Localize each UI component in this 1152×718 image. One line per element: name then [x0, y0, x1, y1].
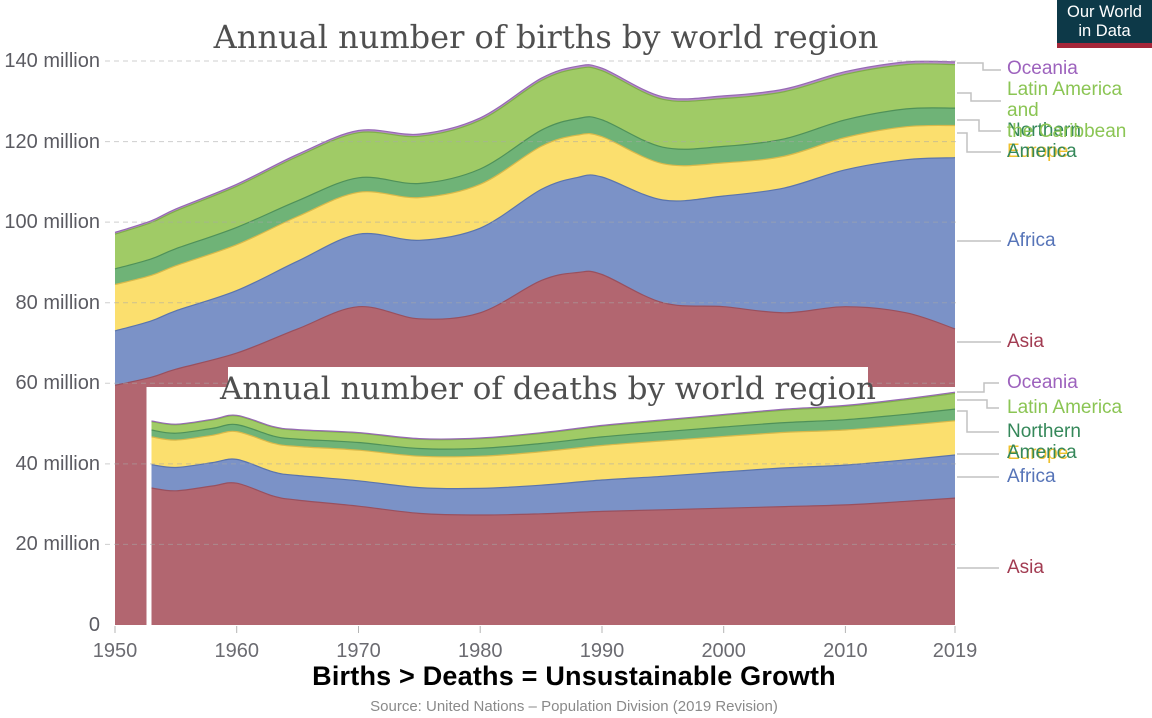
- legend-deaths-oceania[interactable]: Oceania: [1007, 372, 1078, 393]
- gridlines: [105, 60, 957, 545]
- deaths-boundary-africa: [151, 454, 956, 490]
- y-tick-label-120: 120 million: [4, 130, 100, 153]
- births-legend-connector-namerica: [957, 119, 1001, 132]
- x-tick-label-1980: 1980: [457, 640, 503, 662]
- deaths-boundary-europe: [151, 420, 956, 458]
- deaths-boundary-asia: [151, 482, 956, 516]
- births-area-namerica[interactable]: [115, 107, 955, 285]
- deaths-chart-title: Annual number of deaths by world region: [220, 371, 876, 407]
- legend-deaths-africa[interactable]: Africa: [1007, 466, 1056, 487]
- deaths-legend-connector-oceania: [957, 382, 999, 393]
- deaths-area-latam[interactable]: [151, 393, 956, 450]
- deaths-legend-connector-namerica: [957, 410, 999, 433]
- y-tick-label-0: 0: [88, 614, 100, 636]
- deaths-area-namerica[interactable]: [151, 409, 956, 457]
- births-boundary-europe: [114, 124, 956, 286]
- births-area-africa[interactable]: [115, 157, 955, 386]
- x-tick-label-1990: 1990: [579, 640, 625, 662]
- births-area-latam[interactable]: [115, 63, 955, 269]
- legend-deaths-latam[interactable]: Latin America: [1007, 397, 1123, 418]
- y-tick-label-40: 40 million: [15, 452, 100, 475]
- deaths-areas: [151, 391, 956, 625]
- legend-births-asia[interactable]: Asia: [1007, 331, 1044, 352]
- deaths-area-europe[interactable]: [151, 420, 956, 489]
- deaths-boundary-oceania: [151, 391, 956, 440]
- y-tick-label-100: 100 million: [4, 211, 100, 234]
- births-boundary-asia: [114, 270, 956, 386]
- births-legend-connector-latam: [957, 92, 1001, 102]
- births-legend-connector-europe: [957, 132, 1001, 153]
- deaths-legend-connector-latam: [957, 399, 999, 409]
- legend-births-oceania[interactable]: Oceania: [1007, 58, 1078, 79]
- y-tick-label-80: 80 million: [15, 291, 100, 314]
- x-tick-label-2010: 2010: [823, 640, 868, 662]
- legend-deaths-namerica[interactable]: Northern America: [1007, 421, 1081, 463]
- births-boundary-namerica: [114, 107, 956, 270]
- legend-births-europe[interactable]: Europe: [1007, 141, 1069, 162]
- x-tick-label-2000: 2000: [701, 640, 746, 662]
- owid-logo-box: Our World in Data: [1057, 0, 1152, 43]
- x-tick-label-1970: 1970: [336, 640, 381, 662]
- deaths-title-background: [228, 367, 868, 409]
- x-tick-label-1960: 1960: [214, 640, 259, 662]
- owid-logo-line1: Our World: [1067, 2, 1142, 21]
- legend-births-africa[interactable]: Africa: [1007, 230, 1056, 251]
- owid-logo-line2: in Data: [1078, 21, 1131, 40]
- legend-deaths-europe[interactable]: Europe: [1007, 443, 1069, 464]
- owid-logo-redbar: [1057, 43, 1152, 48]
- births-boundary-latam: [114, 63, 956, 235]
- y-tick-label-20: 20 million: [15, 533, 100, 556]
- deaths-area-asia[interactable]: [151, 482, 956, 625]
- caption: Births > Deaths = Unsustainable Growth: [312, 661, 836, 691]
- owid-logo[interactable]: Our World in Data: [1057, 0, 1152, 48]
- source-note: Source: United Nations – Population Divi…: [370, 698, 778, 715]
- legend-connectors: [957, 62, 1001, 569]
- births-legend-connector-oceania: [957, 62, 1001, 71]
- births-boundary-africa: [114, 157, 956, 332]
- births-chart-title: Annual number of births by world region: [213, 18, 879, 56]
- x-axis-ticks: [114, 626, 956, 633]
- legend-births-namerica[interactable]: Northern America: [1007, 120, 1081, 162]
- y-tick-label-60: 60 million: [15, 372, 100, 395]
- legend-births-latam[interactable]: Latin America and the Caribbean: [1007, 79, 1127, 142]
- x-tick-label-2019: 2019: [932, 640, 978, 662]
- y-tick-label-140: 140 million: [4, 50, 100, 72]
- legend-deaths-asia[interactable]: Asia: [1007, 557, 1044, 578]
- x-tick-label-1950: 1950: [92, 640, 138, 662]
- births-area-europe[interactable]: [115, 125, 955, 331]
- births-boundary-oceania: [114, 60, 956, 233]
- deaths-boundary-namerica: [151, 408, 956, 450]
